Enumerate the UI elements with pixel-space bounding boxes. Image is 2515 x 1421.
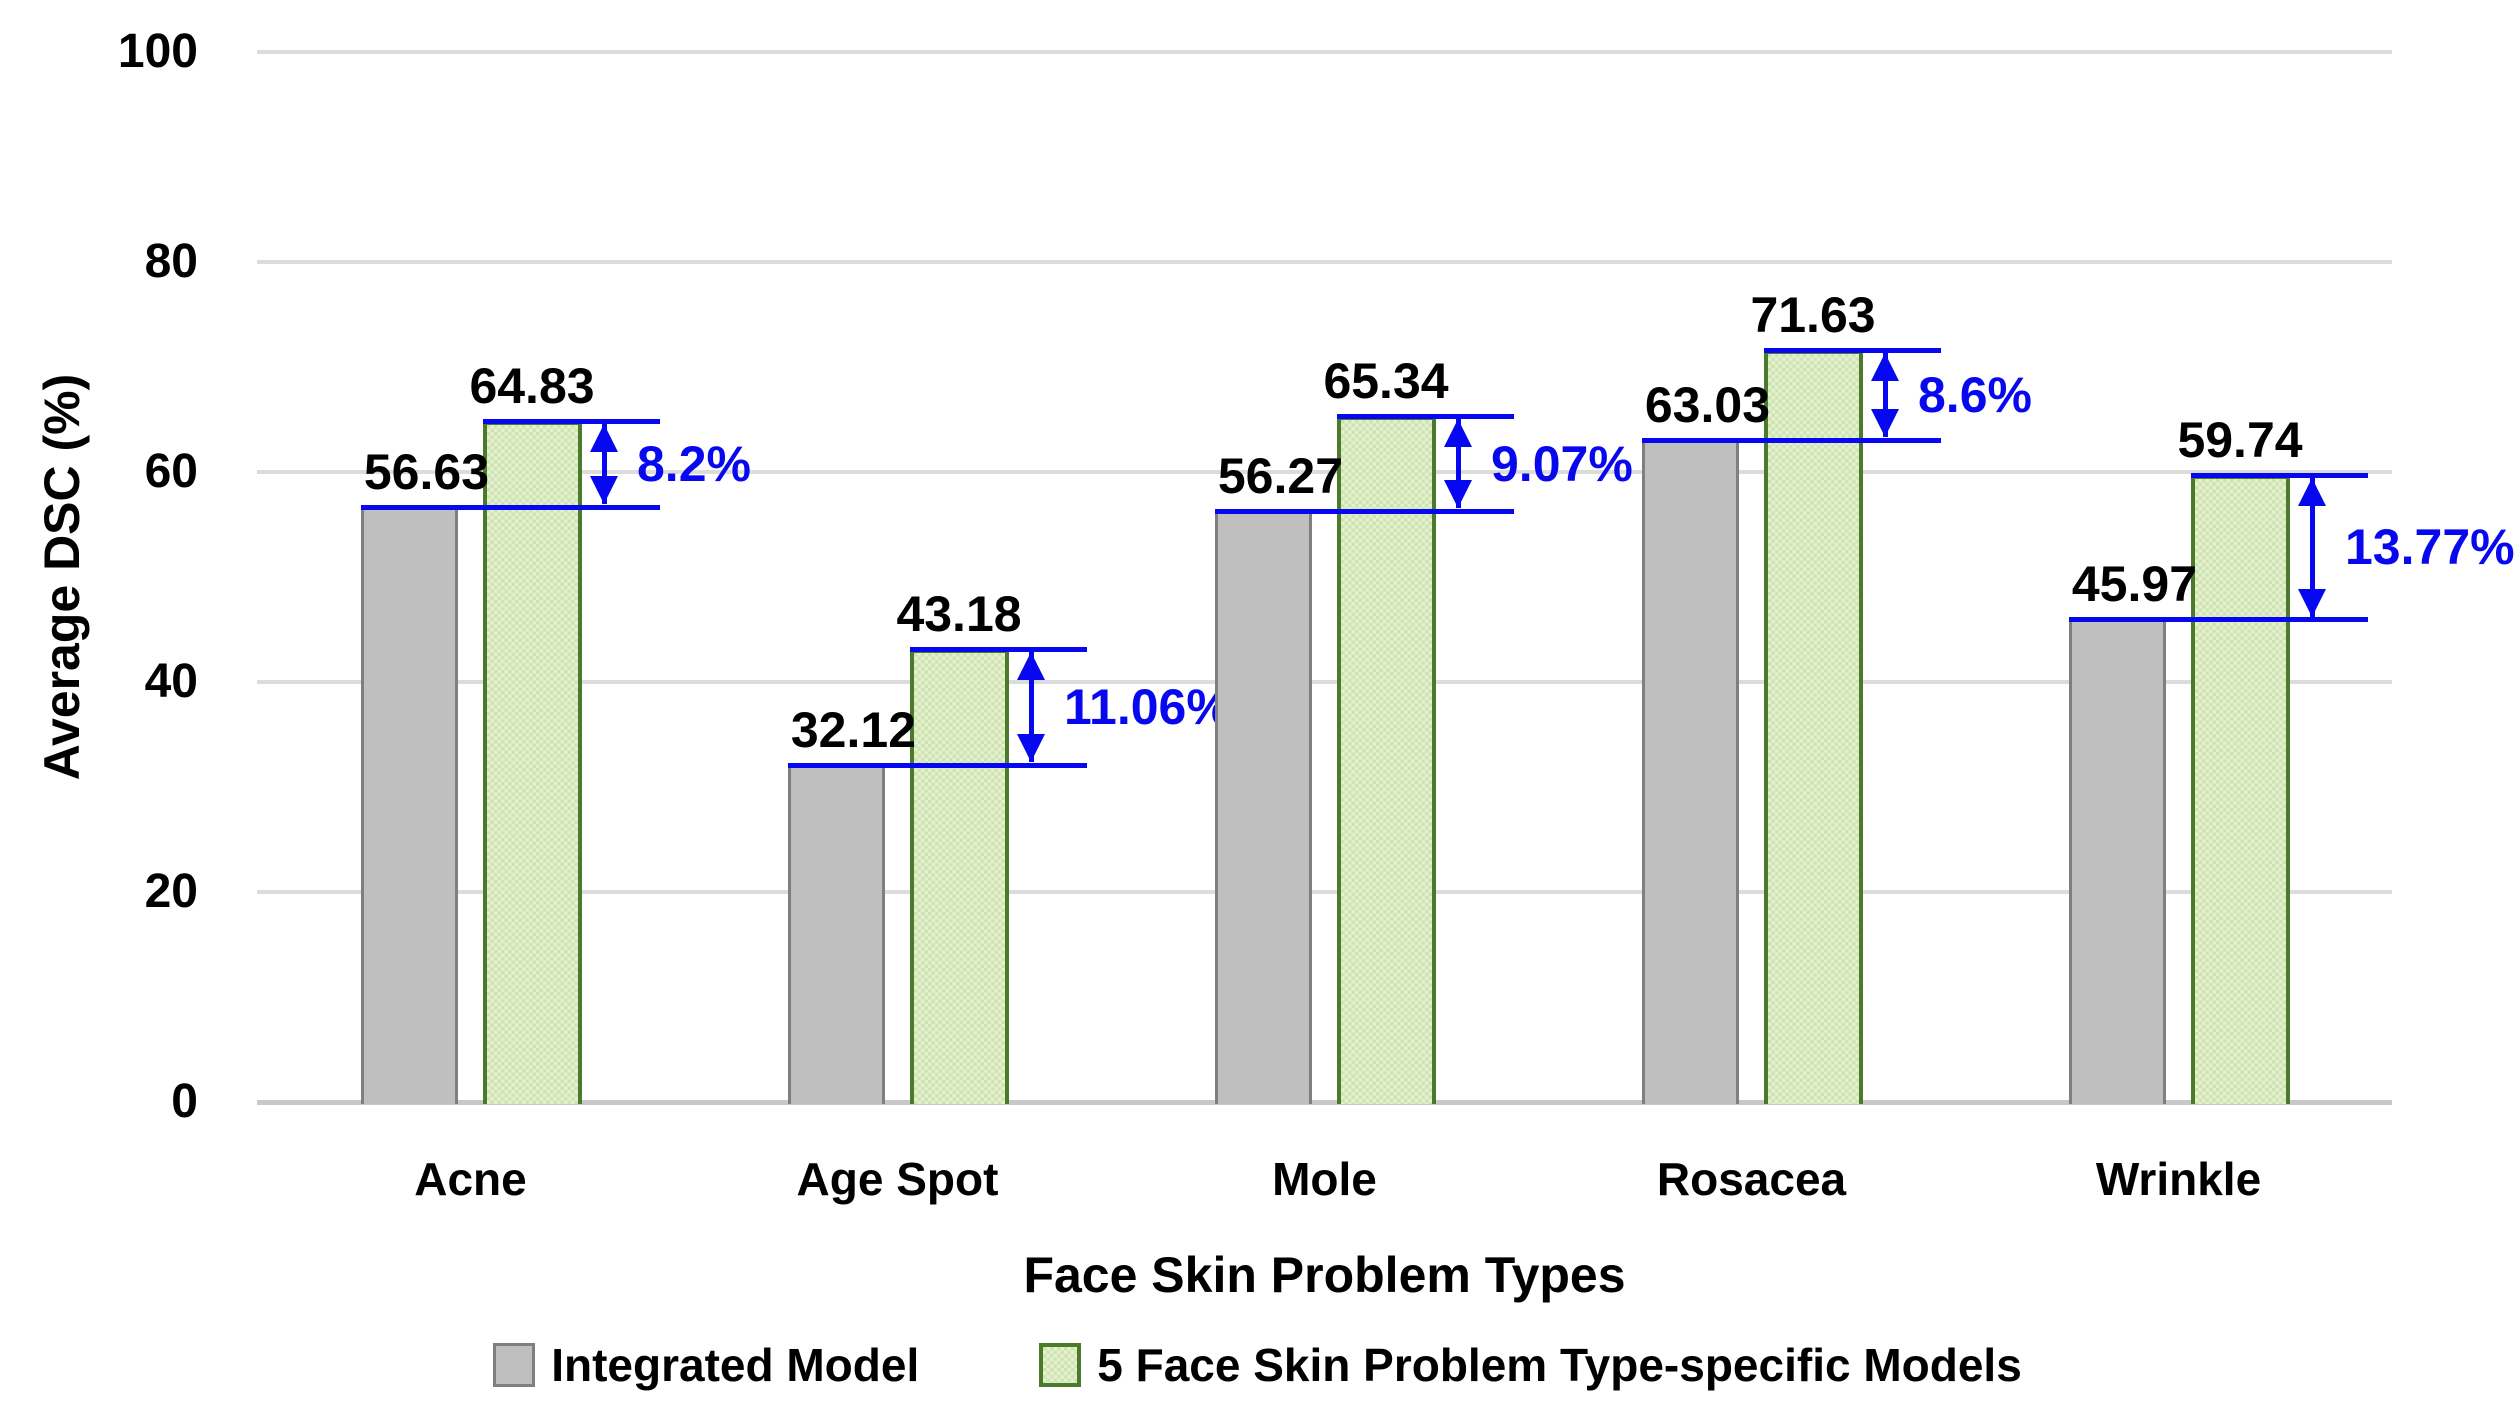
diff-line-bottom-rosacea (1642, 438, 1941, 443)
gridline-y-100 (257, 50, 2392, 54)
diff-line-bottom-acne (361, 505, 660, 510)
legend-swatch-integrated-model (493, 1343, 536, 1387)
y-axis-title: Average DSC (%) (34, 373, 90, 781)
x-category-label-rosacea: Rosacea (1656, 1153, 1847, 1205)
bar-integrated-model-age-spot (788, 765, 885, 1104)
x-category-label-acne: Acne (414, 1153, 527, 1205)
diff-line-top-acne (483, 419, 660, 424)
gridline-y-0 (257, 1100, 2392, 1105)
x-axis-title: Face Skin Problem Types (1023, 1247, 1626, 1303)
legend: Integrated Model 5 Face Skin Problem Typ… (0, 1338, 2515, 1392)
y-tick-label-40: 40 (144, 655, 198, 708)
bar-integrated-model-mole (1215, 511, 1312, 1104)
diff-arrow-acne (590, 424, 618, 504)
diff-arrow-wrinkle (2298, 478, 2326, 617)
value-label-integrated-model-mole: 56.27 (1217, 448, 1343, 504)
legend-item-type-specific-models: 5 Face Skin Problem Type-specific Models (1039, 1338, 2022, 1392)
legend-swatch-type-specific-models (1039, 1343, 1082, 1387)
value-label-integrated-model-acne: 56.63 (363, 444, 489, 500)
bar-5-face-skin-problem-type-specific-models-acne (483, 421, 582, 1104)
diff-line-top-rosacea (1764, 348, 1941, 353)
value-label-5-face-skin-problem-type-specific-models-wrinkle: 59.74 (2177, 412, 2303, 468)
diff-label-rosacea: 8.6% (1918, 367, 2032, 423)
diff-line-top-wrinkle (2191, 473, 2368, 478)
bar-integrated-model-acne (361, 507, 458, 1104)
x-category-label-wrinkle: Wrinkle (2095, 1153, 2262, 1205)
y-tick-label-20: 20 (144, 865, 198, 918)
diff-line-bottom-age-spot (788, 763, 1087, 768)
legend-item-integrated-model: Integrated Model (493, 1338, 919, 1392)
value-label-integrated-model-wrinkle: 45.97 (2071, 556, 2197, 612)
bar-5-face-skin-problem-type-specific-models-rosacea (1764, 350, 1863, 1104)
x-category-label-mole: Mole (1272, 1153, 1377, 1205)
diff-line-bottom-wrinkle (2069, 617, 2368, 622)
value-label-5-face-skin-problem-type-specific-models-acne: 64.83 (469, 358, 595, 414)
bar-integrated-model-wrinkle (2069, 619, 2166, 1104)
gridline-y-20 (257, 890, 2392, 894)
x-category-label-age-spot: Age Spot (796, 1153, 999, 1205)
diff-arrow-rosacea (1871, 353, 1899, 437)
value-label-5-face-skin-problem-type-specific-models-age-spot: 43.18 (896, 586, 1022, 642)
value-label-integrated-model-rosacea: 63.03 (1644, 377, 1770, 433)
value-label-5-face-skin-problem-type-specific-models-mole: 65.34 (1323, 353, 1449, 409)
diff-line-top-age-spot (910, 647, 1087, 652)
diff-arrow-age-spot (1017, 652, 1045, 762)
gridline-y-80 (257, 260, 2392, 264)
y-tick-label-60: 60 (144, 445, 198, 498)
diff-line-bottom-mole (1215, 509, 1514, 514)
legend-label-type-specific-models: 5 Face Skin Problem Type-specific Models (1097, 1339, 2022, 1391)
legend-label-integrated-model: Integrated Model (551, 1339, 920, 1391)
bar-5-face-skin-problem-type-specific-models-wrinkle (2191, 475, 2290, 1104)
value-label-integrated-model-age-spot: 32.12 (790, 702, 916, 758)
y-tick-label-80: 80 (144, 235, 198, 288)
gridline-y-60 (257, 470, 2392, 474)
y-tick-label-0: 0 (171, 1075, 198, 1128)
y-tick-label-100: 100 (117, 25, 198, 78)
diff-line-top-mole (1337, 414, 1514, 419)
gridline-y-40 (257, 680, 2392, 684)
bar-5-face-skin-problem-type-specific-models-mole (1337, 416, 1436, 1104)
bar-integrated-model-rosacea (1642, 440, 1739, 1104)
diff-label-mole: 9.07% (1491, 436, 1633, 492)
diff-label-age-spot: 11.06% (1064, 679, 1231, 735)
bar-5-face-skin-problem-type-specific-models-age-spot (910, 649, 1009, 1104)
diff-label-acne: 8.2% (637, 436, 751, 492)
value-label-5-face-skin-problem-type-specific-models-rosacea: 71.63 (1750, 287, 1876, 343)
diff-arrow-mole (1444, 419, 1472, 508)
diff-label-wrinkle: 13.77% (2345, 519, 2515, 575)
